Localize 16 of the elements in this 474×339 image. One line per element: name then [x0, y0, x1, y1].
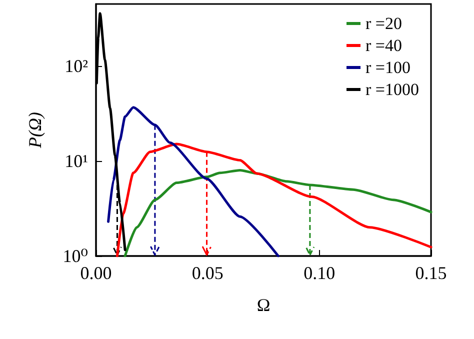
legend-label: r =40 [366, 36, 402, 55]
y-tick-label: 10² [64, 56, 88, 76]
x-tick-label: 0.15 [415, 263, 447, 283]
line-series [124, 168, 432, 258]
line-series [116, 142, 432, 258]
x-tick-label: 0.05 [192, 263, 224, 283]
x-tick-label: 0.10 [304, 263, 336, 283]
legend-label: r =20 [366, 14, 402, 33]
legend-label: r =100 [366, 58, 410, 77]
y-tick-label: 10⁰ [62, 246, 88, 266]
legend-label: r =1000 [366, 80, 419, 99]
y-axis-title: P(Ω) [25, 112, 45, 149]
y-tick-label: 10¹ [64, 151, 88, 172]
x-axis-title: Ω [256, 295, 270, 315]
x-tick-label: 0.00 [80, 263, 112, 283]
line-series [107, 106, 280, 258]
